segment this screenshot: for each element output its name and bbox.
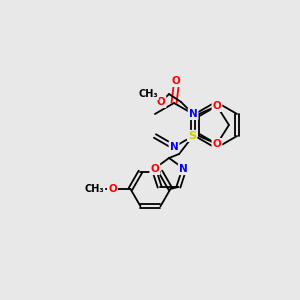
Text: O: O (108, 184, 117, 194)
Text: N: N (169, 142, 178, 152)
Text: O: O (213, 139, 221, 149)
Text: O: O (157, 97, 165, 107)
Text: CH₃: CH₃ (85, 184, 104, 194)
Text: N: N (189, 109, 197, 119)
Text: O: O (172, 76, 180, 86)
Text: N: N (179, 164, 188, 174)
Text: S: S (188, 131, 196, 141)
Text: O: O (151, 164, 159, 174)
Text: CH₃: CH₃ (138, 89, 158, 99)
Text: O: O (213, 101, 221, 111)
